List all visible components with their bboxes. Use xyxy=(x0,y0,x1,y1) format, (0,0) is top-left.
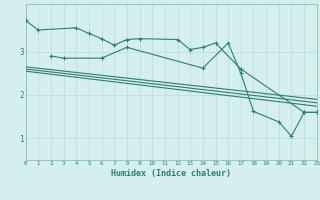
X-axis label: Humidex (Indice chaleur): Humidex (Indice chaleur) xyxy=(111,169,231,178)
